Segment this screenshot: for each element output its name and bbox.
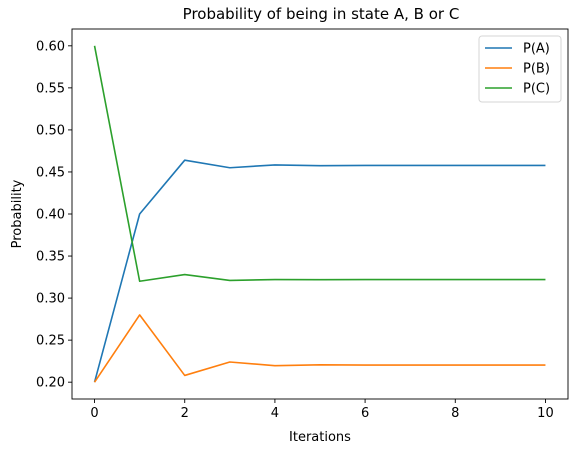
y-tick-label: 0.25 [36, 334, 65, 349]
x-tick-label: 4 [271, 406, 279, 421]
series-layer [93, 45, 546, 383]
series-line-3 [93, 45, 546, 283]
x-axis-label: Iterations [289, 430, 351, 445]
y-tick-label: 0.45 [36, 165, 65, 180]
series-line-2 [93, 314, 546, 383]
y-axis-ticks: 0.20 0.25 0.30 0.35 0.40 0.45 0.50 0.55 0.60 [36, 39, 72, 391]
y-tick-label: 0.30 [36, 292, 65, 307]
y-axis-label: Probability [10, 179, 25, 248]
series-line-1 [93, 159, 546, 383]
x-tick-label: 6 [361, 406, 369, 421]
y-tick-label: 0.20 [36, 376, 65, 391]
legend-label: P(B) [523, 62, 550, 77]
legend-label: P(A) [523, 42, 550, 57]
legend-box [478, 35, 562, 103]
x-tick-label: 2 [181, 406, 189, 421]
x-tick-label: 10 [537, 406, 554, 421]
x-axis-ticks: 0 2 4 6 8 10 [90, 399, 554, 421]
legend: P(A) P(B) P(C) [478, 35, 562, 103]
y-tick-label: 0.55 [36, 81, 65, 96]
x-tick-label: 0 [90, 406, 98, 421]
y-tick-label: 0.60 [36, 39, 65, 54]
y-tick-label: 0.35 [36, 250, 65, 265]
chart-title: Probability of being in state A, B or C [183, 5, 460, 23]
y-tick-label: 0.50 [36, 123, 65, 138]
legend-label: P(C) [523, 82, 550, 97]
y-tick-label: 0.40 [36, 208, 65, 223]
x-tick-label: 8 [451, 406, 459, 421]
